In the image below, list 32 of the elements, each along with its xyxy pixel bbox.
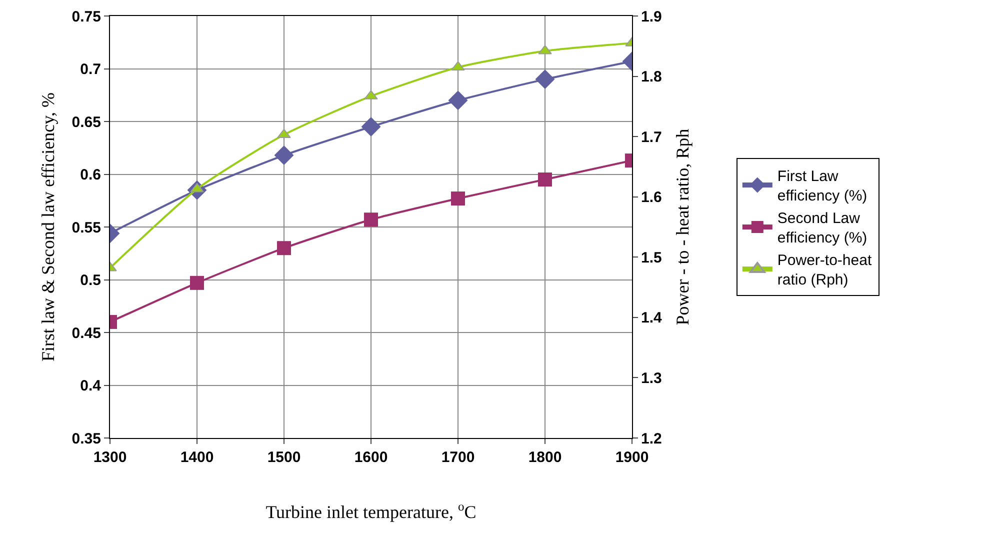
x-tick-label: 1600	[354, 449, 388, 466]
y-tick-label: 0.55	[72, 219, 101, 236]
y-tick-label: 0.5	[80, 272, 101, 289]
y2-tick-label: 1.7	[641, 128, 662, 146]
legend-label: Second Law efficiency (%)	[777, 210, 868, 247]
y2-tick-label: 1.8	[641, 68, 662, 86]
x-tick-label: 1300	[93, 449, 127, 466]
x-tick-label: 1700	[441, 449, 475, 466]
x-tick-label: 1500	[267, 449, 301, 466]
y-axis-title: First law & Second law efficiency, %	[38, 92, 58, 362]
x-axis-title: Turbine inlet temperature, $^{o}$C	[266, 500, 476, 522]
y2-tick-label: 1.5	[641, 249, 662, 266]
y2-tick-label: 1.2	[641, 430, 662, 448]
y-tick-label: 0.7	[80, 61, 101, 78]
y-tick-label: 0.35	[72, 430, 101, 448]
y-tick-label: 0.65	[72, 114, 101, 131]
point	[277, 128, 291, 138]
y2-tick-label: 1.9	[641, 8, 662, 26]
y-tick-label: 0.6	[80, 166, 101, 184]
point	[538, 44, 552, 54]
y2-axis-title: Power - to - heat ratio, Rph	[672, 128, 693, 326]
y-tick-label: 0.45	[72, 324, 101, 342]
y-tick-label: 0.75	[72, 8, 101, 26]
legend-label: First Law efficiency (%)	[777, 168, 868, 205]
x-tick-label: 1400	[180, 449, 214, 466]
y2-tick-label: 1.3	[641, 370, 662, 387]
x-tick-label: 1900	[615, 449, 649, 466]
x-tick-label: 1800	[528, 449, 562, 466]
y2-tick-label: 1.4	[641, 310, 663, 327]
y2-tick-label: 1.6	[641, 189, 662, 206]
y-tick-label: 0.4	[80, 378, 102, 394]
legend-label: Power-to-heat ratio (Rph)	[777, 252, 872, 289]
